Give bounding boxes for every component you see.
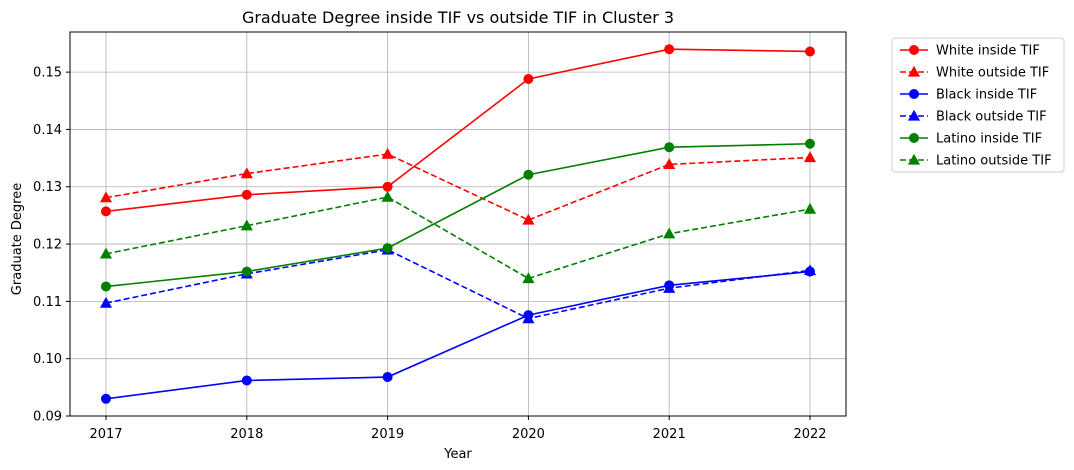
data-point: [240, 219, 253, 231]
data-point: [805, 138, 815, 149]
data-point: [99, 247, 113, 259]
data-point: [523, 73, 534, 84]
data-point: [664, 142, 675, 153]
legend-marker: [909, 89, 919, 99]
data-point: [523, 169, 534, 180]
data-point: [101, 393, 111, 404]
y-tick-label: 0.13: [33, 180, 62, 195]
y-tick-label: 0.09: [33, 410, 62, 425]
series-5: [99, 190, 817, 284]
data-point: [663, 158, 676, 170]
data-point: [522, 213, 535, 225]
series-2: [101, 266, 815, 404]
y-axis-label: Graduate Degree: [10, 183, 25, 295]
data-point: [803, 202, 817, 214]
legend-item: Latino inside TIF: [900, 132, 1042, 147]
series-line: [105, 142, 811, 288]
series-line: [105, 153, 811, 221]
data-point: [101, 206, 111, 217]
legend-marker: [907, 109, 921, 121]
data-point: [382, 372, 393, 383]
data-point: [99, 296, 113, 308]
legend-box: [891, 37, 1065, 173]
x-tick-label: 2021: [653, 427, 686, 442]
data-point: [803, 151, 817, 163]
y-tick-label: 0.15: [33, 66, 62, 81]
legend-item: Latino outside TIF: [900, 154, 1052, 169]
x-tick-label: 2018: [230, 427, 263, 442]
legend-label: White outside TIF: [936, 66, 1049, 81]
series-3: [99, 243, 817, 324]
plot-frame: [69, 31, 847, 417]
data-point: [805, 46, 815, 57]
x-axis-label: Year: [443, 447, 472, 462]
data-point: [381, 190, 394, 202]
series-line: [105, 196, 811, 280]
data-point: [241, 266, 252, 277]
y-tick-label: 0.10: [33, 352, 62, 367]
legend-label: Black outside TIF: [936, 110, 1047, 125]
x-tick-label: 2017: [89, 427, 122, 442]
chart-title: Graduate Degree inside TIF vs outside TI…: [242, 8, 674, 27]
y-tick-label: 0.14: [33, 123, 62, 138]
data-point: [522, 272, 535, 284]
series-4: [101, 138, 815, 292]
data-point: [382, 243, 393, 254]
legend-label: Black inside TIF: [936, 88, 1037, 103]
series-line: [105, 248, 811, 320]
legend-item: White inside TIF: [900, 44, 1040, 59]
series-0: [101, 44, 815, 217]
legend-marker: [907, 153, 921, 165]
legend-label: White inside TIF: [936, 44, 1040, 59]
x-tick-label: 2022: [793, 427, 826, 442]
series-line: [105, 48, 811, 213]
x-axis: 2017 2018 2019 2020 2021 2022: [89, 416, 827, 442]
y-tick-label: 0.12: [33, 238, 62, 253]
series-line: [105, 270, 811, 400]
data-point: [101, 281, 111, 292]
grid-lines: [70, 32, 846, 417]
data-point: [381, 147, 394, 159]
legend-label: Latino inside TIF: [936, 132, 1042, 147]
data-point: [663, 281, 676, 293]
series-1: [99, 147, 817, 225]
data-point: [803, 264, 817, 276]
x-tick-label: 2019: [371, 427, 404, 442]
data-point: [241, 189, 252, 200]
series-layer: [99, 44, 817, 404]
data-point: [663, 227, 676, 239]
data-point: [241, 375, 252, 386]
legend-marker: [909, 133, 919, 143]
x-tick-label: 2020: [512, 427, 545, 442]
legend: White inside TIF White outside TIF Black i…: [891, 37, 1065, 173]
legend-item: Black outside TIF: [900, 110, 1047, 125]
legend-item: White outside TIF: [900, 66, 1049, 81]
y-tick-label: 0.11: [33, 295, 62, 310]
data-point: [522, 312, 535, 324]
y-axis: 0.09 0.10 0.11 0.12 0.13 0.14 0.15: [33, 66, 70, 425]
legend-marker: [907, 65, 921, 77]
legend-label: Latino outside TIF: [936, 154, 1052, 169]
legend-item: Black inside TIF: [900, 88, 1037, 103]
data-point: [99, 191, 113, 203]
legend-marker: [909, 45, 919, 55]
data-point: [664, 44, 675, 55]
data-point: [382, 181, 393, 192]
data-point: [240, 167, 253, 179]
